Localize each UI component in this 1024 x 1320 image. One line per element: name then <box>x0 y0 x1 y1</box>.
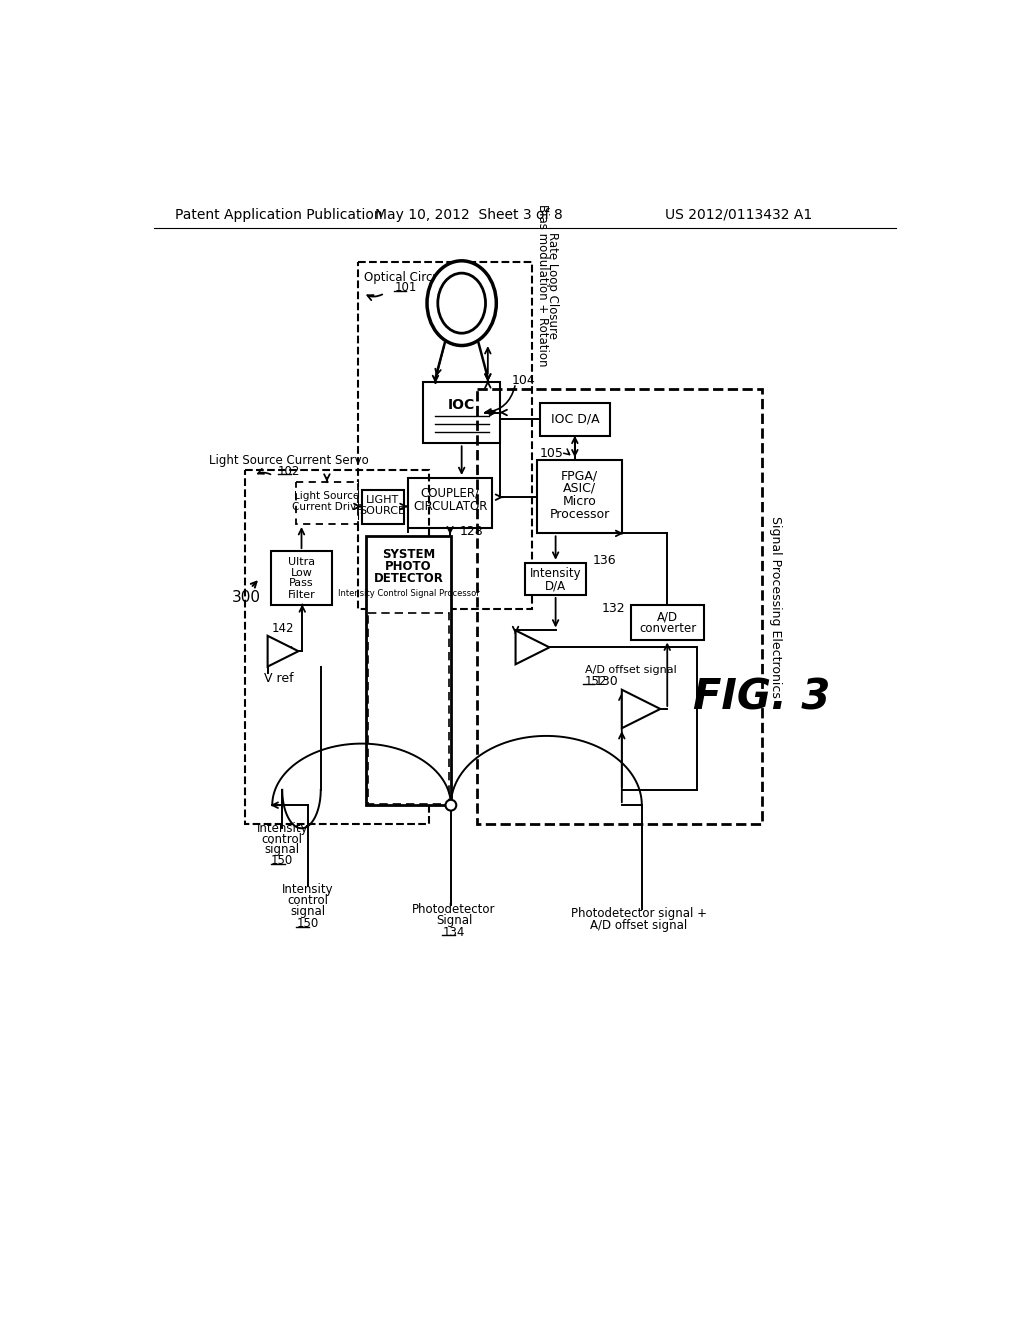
Text: Filter: Filter <box>288 590 315 601</box>
Circle shape <box>445 800 457 810</box>
Text: 150: 150 <box>297 917 318 931</box>
Text: +: + <box>621 708 635 726</box>
Text: PHOTO: PHOTO <box>385 560 432 573</box>
Text: LIGHT: LIGHT <box>367 495 399 506</box>
Text: ASIC/: ASIC/ <box>563 482 596 495</box>
Text: signal: signal <box>264 843 300 857</box>
Text: CIRCULATOR: CIRCULATOR <box>413 500 487 513</box>
Text: SYSTEM: SYSTEM <box>382 548 435 561</box>
Polygon shape <box>267 636 298 667</box>
Text: Pass: Pass <box>289 578 313 589</box>
Text: Intensity: Intensity <box>256 822 308 834</box>
Text: 102: 102 <box>278 465 300 478</box>
Text: IOC: IOC <box>449 397 475 412</box>
Bar <box>358 263 531 609</box>
Text: DETECTOR: DETECTOR <box>374 572 443 585</box>
Bar <box>631 605 705 640</box>
Bar <box>296 482 357 524</box>
Text: US 2012/0113432 A1: US 2012/0113432 A1 <box>666 207 812 222</box>
Ellipse shape <box>427 261 497 346</box>
Polygon shape <box>622 689 660 729</box>
Text: SOURCE: SOURCE <box>359 506 406 516</box>
Text: AMP: AMP <box>272 647 294 656</box>
Text: 142: 142 <box>271 622 294 635</box>
Text: Intensity: Intensity <box>282 883 334 896</box>
Text: Current Drive: Current Drive <box>292 502 362 512</box>
Ellipse shape <box>438 273 485 333</box>
Text: Photodetector: Photodetector <box>413 903 496 916</box>
Bar <box>477 389 762 825</box>
Text: May 10, 2012  Sheet 3 of 8: May 10, 2012 Sheet 3 of 8 <box>376 207 563 222</box>
Text: 130: 130 <box>594 675 617 688</box>
Bar <box>538 461 622 533</box>
Bar <box>408 478 493 528</box>
Text: D/A: D/A <box>545 579 566 593</box>
Text: control: control <box>262 833 303 846</box>
Text: IOC D/A: IOC D/A <box>551 413 599 426</box>
Text: 134: 134 <box>442 925 465 939</box>
Text: control: control <box>287 894 328 907</box>
Text: Rate Loop Closure: Rate Loop Closure <box>546 232 559 339</box>
Text: converter: converter <box>639 622 696 635</box>
Text: 128: 128 <box>460 525 484 539</box>
Text: Processor: Processor <box>549 508 609 520</box>
Text: Patent Application Publication: Patent Application Publication <box>175 207 383 222</box>
Text: COUPLER/: COUPLER/ <box>421 487 479 500</box>
Text: A/D: A/D <box>657 610 678 623</box>
Text: 152: 152 <box>585 675 607 688</box>
Text: 150: 150 <box>271 854 293 867</box>
Bar <box>524 562 587 595</box>
Bar <box>423 381 500 444</box>
Text: 136: 136 <box>593 554 616 566</box>
Bar <box>270 552 333 605</box>
Text: 104: 104 <box>511 374 536 387</box>
Text: Optical Circuit: Optical Circuit <box>365 271 449 284</box>
Bar <box>245 470 429 825</box>
Bar <box>541 404 609 436</box>
Bar <box>368 612 450 804</box>
Text: Light Source Current Servo: Light Source Current Servo <box>209 454 369 467</box>
Text: FPGA/: FPGA/ <box>561 469 598 482</box>
Text: Ultra: Ultra <box>288 557 315 566</box>
Text: AMP: AMP <box>630 704 652 714</box>
Text: -: - <box>625 692 631 710</box>
Text: Intensity: Intensity <box>529 566 582 579</box>
Text: Bias modulation + Rotation: Bias modulation + Rotation <box>536 205 549 367</box>
Bar <box>367 536 451 805</box>
Text: Photodetector signal +: Photodetector signal + <box>570 907 707 920</box>
Text: Low: Low <box>291 568 312 578</box>
Text: Light Source: Light Source <box>294 491 359 500</box>
Text: AMP: AMP <box>521 643 544 652</box>
Text: A/D offset signal: A/D offset signal <box>590 919 687 932</box>
Text: 132: 132 <box>601 602 625 615</box>
Bar <box>361 490 403 524</box>
Text: V ref: V ref <box>264 672 294 685</box>
Polygon shape <box>515 631 550 664</box>
Text: Signal Processing Electronics: Signal Processing Electronics <box>769 516 782 698</box>
Text: Micro: Micro <box>562 495 596 508</box>
Text: 105: 105 <box>540 446 563 459</box>
Text: FIG. 3: FIG. 3 <box>693 676 830 718</box>
Text: 101: 101 <box>395 281 418 294</box>
Text: A/D offset signal: A/D offset signal <box>585 665 677 676</box>
Text: 300: 300 <box>231 590 260 605</box>
Text: Signal: Signal <box>436 915 472 927</box>
Text: signal: signal <box>290 906 326 917</box>
Text: Intensity Control Signal Processor: Intensity Control Signal Processor <box>338 589 479 598</box>
